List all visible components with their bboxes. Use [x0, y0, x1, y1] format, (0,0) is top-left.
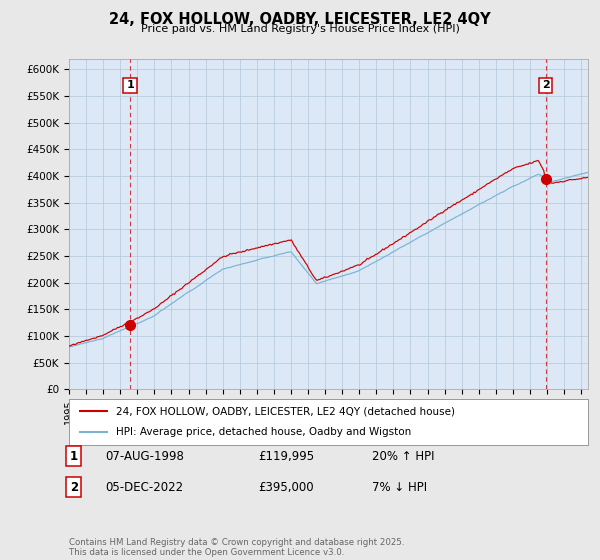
Text: 7% ↓ HPI: 7% ↓ HPI: [372, 480, 427, 494]
Text: 20% ↑ HPI: 20% ↑ HPI: [372, 450, 434, 463]
Text: £119,995: £119,995: [258, 450, 314, 463]
Text: 2: 2: [542, 81, 550, 91]
Text: 07-AUG-1998: 07-AUG-1998: [105, 450, 184, 463]
Text: 05-DEC-2022: 05-DEC-2022: [105, 480, 183, 494]
Text: 1: 1: [70, 450, 78, 463]
Text: £395,000: £395,000: [258, 480, 314, 494]
Text: 24, FOX HOLLOW, OADBY, LEICESTER, LE2 4QY: 24, FOX HOLLOW, OADBY, LEICESTER, LE2 4Q…: [109, 12, 491, 27]
Text: HPI: Average price, detached house, Oadby and Wigston: HPI: Average price, detached house, Oadb…: [116, 427, 411, 437]
Text: 2: 2: [70, 480, 78, 494]
Text: 24, FOX HOLLOW, OADBY, LEICESTER, LE2 4QY (detached house): 24, FOX HOLLOW, OADBY, LEICESTER, LE2 4Q…: [116, 406, 455, 416]
Text: Contains HM Land Registry data © Crown copyright and database right 2025.
This d: Contains HM Land Registry data © Crown c…: [69, 538, 404, 557]
Text: 1: 1: [126, 81, 134, 91]
Text: Price paid vs. HM Land Registry's House Price Index (HPI): Price paid vs. HM Land Registry's House …: [140, 24, 460, 34]
